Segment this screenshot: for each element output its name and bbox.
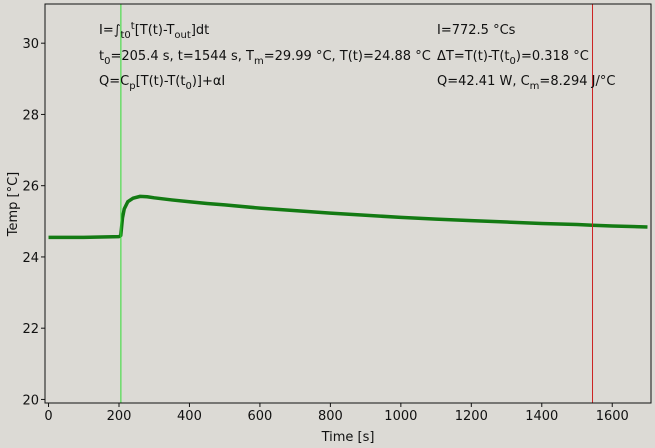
y-tick-label: 22: [22, 322, 39, 337]
x-axis-label: Time [s]: [321, 430, 375, 445]
annotation-part: 0: [185, 81, 191, 92]
annotation: ΔT=T(t)-T(t0)=0.318 °C: [437, 49, 589, 67]
annotation: t0=205.4 s, t=1544 s, Tm=29.99 °C, T(t)=…: [99, 49, 431, 67]
y-axis-label: Temp [°C]: [6, 172, 21, 238]
x-tick-label: 800: [318, 409, 343, 424]
annotation: I=772.5 °Cs: [437, 23, 516, 38]
annotation-part: )]+αI: [192, 74, 225, 89]
y-tick-label: 24: [22, 251, 39, 266]
x-tick-label: 1000: [384, 409, 417, 424]
annotation-part: )=0.318 °C: [516, 49, 589, 64]
x-tick-label: 600: [248, 409, 273, 424]
annotation-part: 0: [510, 56, 516, 67]
annotation-part: m: [530, 81, 540, 92]
annotation-part: Q=C: [99, 74, 129, 89]
x-tick-label: 1200: [455, 409, 488, 424]
annotation: I=∫t0t[T(t)-Tout]dt: [99, 21, 209, 41]
annotation-part: ΔT=T(t)-T(t: [437, 49, 510, 64]
annotation-part: I=∫: [99, 23, 121, 38]
annotation-part: [T(t)-T(t: [136, 74, 186, 89]
x-tick-label: 1400: [525, 409, 558, 424]
x-tick-label: 0: [44, 409, 52, 424]
annotation: Q=Cp[T(t)-T(t0)]+αI: [99, 74, 225, 92]
y-tick-label: 30: [22, 37, 39, 52]
plot-frame: [44, 3, 652, 404]
y-tick-label: 28: [22, 108, 39, 123]
annotation-part: =29.99 °C, T(t)=24.88 °C: [264, 49, 431, 64]
annotation-part: ]dt: [191, 23, 209, 38]
x-tick-label: 1600: [596, 409, 629, 424]
annotation-part: Q=42.41 W, C: [437, 74, 530, 89]
x-tick-label: 400: [177, 409, 202, 424]
y-tick-label: 26: [22, 180, 39, 195]
annotation-part: I=772.5 °Cs: [437, 23, 516, 38]
annotation-part: 0: [104, 56, 110, 67]
annotation-part: t: [99, 49, 104, 64]
annotation-part: t: [131, 21, 135, 32]
annotation-part: [T(t)-T: [135, 23, 175, 38]
annotation-part: p: [129, 81, 135, 92]
annotation-part: out: [174, 30, 190, 41]
annotation: Q=42.41 W, Cm=8.294 J/°C: [437, 74, 615, 92]
annotation-part: =205.4 s, t=1544 s, T: [110, 49, 254, 64]
annotation-part: m: [254, 56, 264, 67]
y-tick-label: 20: [22, 393, 39, 408]
x-tick-label: 200: [107, 409, 132, 424]
annotation-part: t0: [121, 30, 131, 41]
annotation-part: =8.294 J/°C: [539, 74, 615, 89]
